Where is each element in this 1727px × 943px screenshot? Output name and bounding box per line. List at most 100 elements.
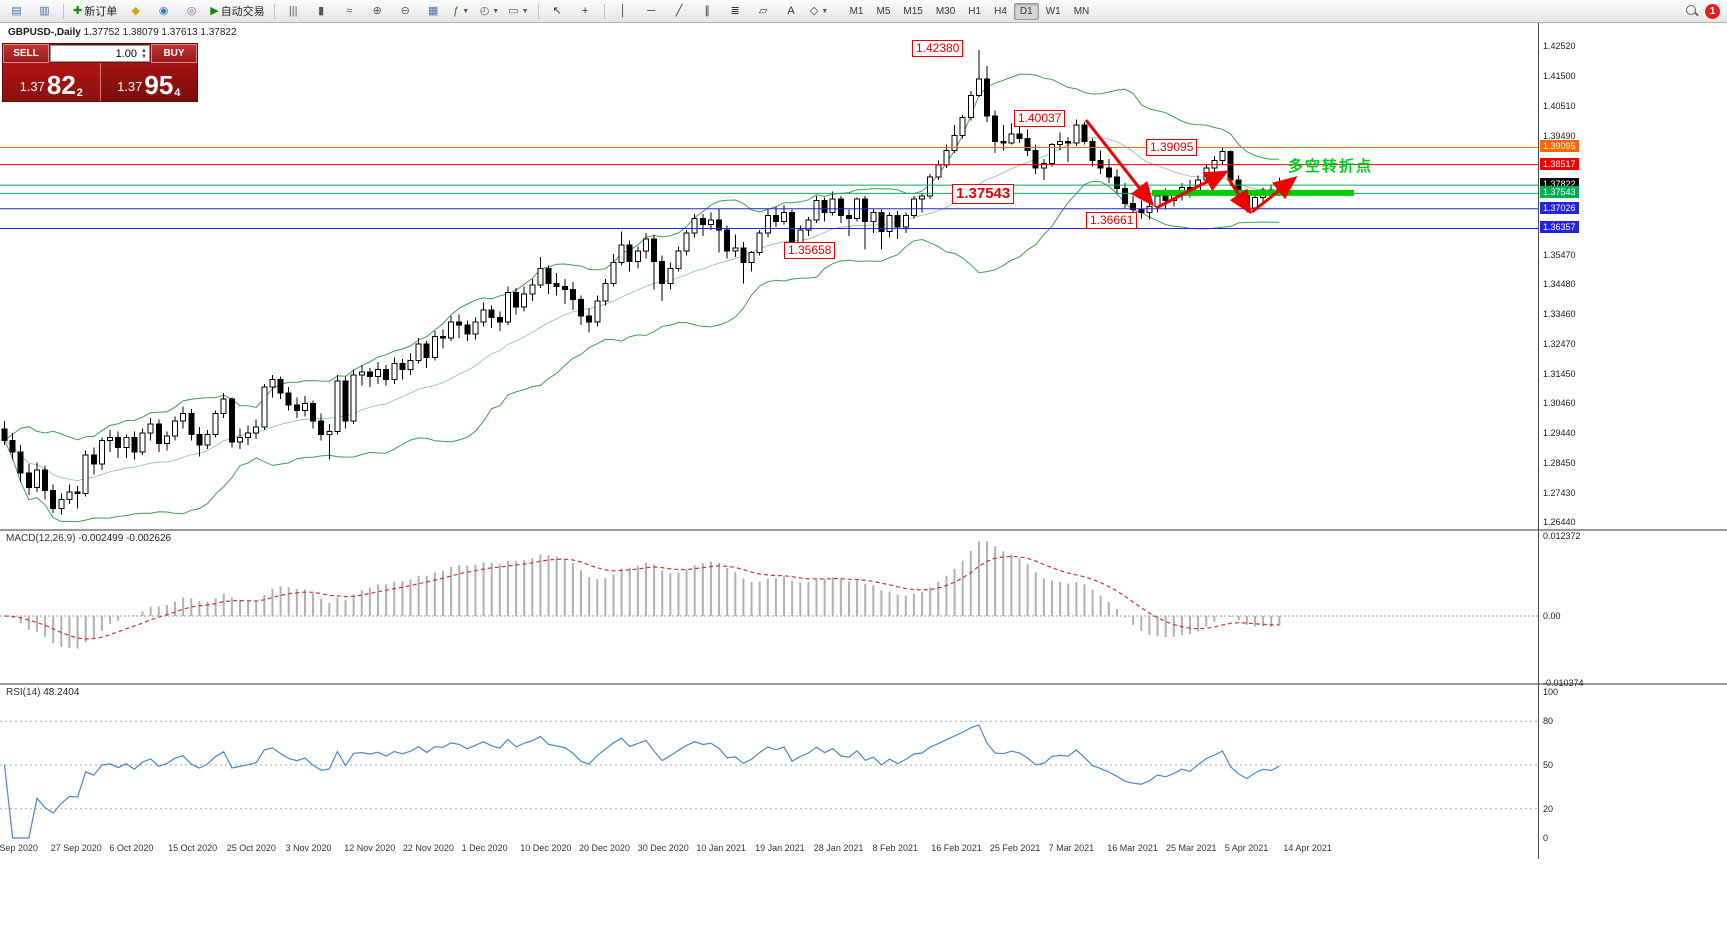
templates-button[interactable]: ▭ ▼ xyxy=(504,1,532,22)
price-level-label: 1.36357 xyxy=(1540,221,1579,234)
trendline-button[interactable]: ╱ xyxy=(666,1,693,22)
symbol-ohlc: 1.37752 1.38079 1.37613 1.37822 xyxy=(83,27,237,38)
chart-profiles-button[interactable]: ▥ xyxy=(31,1,58,22)
price-tick: 1.34480 xyxy=(1543,279,1576,290)
date-label: 7 Sep 2020 xyxy=(0,843,39,853)
timeframe-h4-button[interactable]: H4 xyxy=(994,5,1007,17)
navigator-icon: ◎ xyxy=(186,4,197,17)
autotrading-button[interactable]: ▶ 自动交易 xyxy=(206,1,268,22)
horizontal-lines[interactable] xyxy=(0,146,1538,229)
date-label: 10 Dec 2020 xyxy=(520,843,572,853)
price-annotation[interactable]: 1.35658 xyxy=(784,242,836,259)
sell-button[interactable]: SELL xyxy=(3,44,49,63)
buy-price-pips: 95 xyxy=(144,70,174,100)
toolbar-right: 1 xyxy=(1685,3,1724,19)
candles[interactable] xyxy=(1,50,1283,515)
new-chart-button[interactable]: ▤ xyxy=(3,1,30,22)
bollinger-bands xyxy=(4,73,1280,523)
symbol-header: GBPUSD-,Daily 1.37752 1.38079 1.37613 1.… xyxy=(8,27,237,38)
date-label: 25 Oct 2020 xyxy=(226,843,276,853)
timeframe-w1-button[interactable]: W1 xyxy=(1045,5,1061,17)
price-tick: 1.41500 xyxy=(1543,71,1576,82)
price-annotation[interactable]: 1.42380 xyxy=(912,40,964,57)
stepper-up-icon[interactable]: ▲ xyxy=(141,47,147,54)
price-level-label: 1.37543 xyxy=(1540,186,1579,199)
bar-chart-button[interactable]: ||| xyxy=(280,1,307,22)
rsi-pane[interactable] xyxy=(0,720,1538,839)
date-label: 27 Sep 2020 xyxy=(50,843,102,853)
navigator-button[interactable]: ◎ xyxy=(178,1,205,22)
panel-separator-rsi[interactable] xyxy=(0,683,1727,685)
price-annotation[interactable]: 1.36661 xyxy=(1086,212,1138,229)
trend-arrows[interactable] xyxy=(1084,119,1298,215)
metaeditor-icon: ◆ xyxy=(131,4,140,17)
sell-price[interactable]: 1.37 82 2 xyxy=(3,63,101,101)
indicators-button[interactable]: ƒ ▼ xyxy=(448,1,475,22)
rsi-axis-label: 0 xyxy=(1543,833,1549,843)
stepper-down-icon[interactable]: ▼ xyxy=(141,53,147,60)
horizontal-line-button[interactable]: ─ xyxy=(638,1,665,22)
cursor-button[interactable]: ↖ xyxy=(544,1,571,22)
equidistant-channel-button[interactable]: ∥ xyxy=(694,1,721,22)
price-tick: 1.42520 xyxy=(1543,41,1576,52)
buy-price-sup: 4 xyxy=(174,87,181,99)
shapes-button[interactable]: ▱ xyxy=(750,1,777,22)
toolbar-separator xyxy=(63,3,64,19)
text-label-button[interactable]: A xyxy=(778,1,805,22)
tile-windows-button[interactable]: ▦ xyxy=(420,1,447,22)
price-tick: 1.28450 xyxy=(1543,457,1576,468)
fibonacci-button[interactable]: ≣ xyxy=(722,1,749,22)
autotrading-label: 自动交易 xyxy=(220,6,265,18)
market-watch-button[interactable]: ◉ xyxy=(150,1,177,22)
price-tick: 1.30460 xyxy=(1543,398,1576,409)
line-chart-button[interactable]: ≈ xyxy=(336,1,363,22)
timeframe-m30-button[interactable]: M30 xyxy=(935,5,956,17)
note-text[interactable]: 多空转折点 xyxy=(1288,158,1374,175)
price-tick: 1.29440 xyxy=(1543,428,1576,439)
price-tick: 1.27430 xyxy=(1543,487,1576,498)
fibonacci-icon: ≣ xyxy=(730,4,740,17)
macd-pane[interactable] xyxy=(0,541,1538,649)
search-icon[interactable] xyxy=(1685,4,1699,18)
rsi-value: 48.2404 xyxy=(43,687,80,698)
timeframe-m15-button[interactable]: M15 xyxy=(903,5,923,17)
vertical-line-button[interactable]: │ xyxy=(610,1,637,22)
metaeditor-button[interactable]: ◆ xyxy=(122,1,149,22)
timeframe-m1-button[interactable]: M1 xyxy=(849,5,864,17)
zoom-out-button[interactable]: ⊖ xyxy=(392,1,419,22)
arrow-tools-button[interactable]: ◇ ▼ xyxy=(806,1,833,22)
price-annotation[interactable]: 1.39095 xyxy=(1146,139,1198,156)
chevron-down-icon: ▼ xyxy=(521,7,529,15)
date-label: 20 Dec 2020 xyxy=(579,843,631,853)
buy-price[interactable]: 1.37 95 4 xyxy=(100,63,197,101)
new-order-button[interactable]: ✚ 新订单 xyxy=(69,1,121,22)
macd-axis-label: 0.00 xyxy=(1543,611,1561,621)
price-annotation[interactable]: 1.37543 xyxy=(952,184,1015,204)
price-level-label: 1.37026 xyxy=(1540,201,1579,214)
date-label: 16 Feb 2021 xyxy=(931,843,982,853)
periods-button[interactable]: ◴ ▼ xyxy=(476,1,504,22)
panel-separator-macd[interactable] xyxy=(0,529,1727,531)
zoom-in-button[interactable]: ⊕ xyxy=(364,1,391,22)
toolbar-separator xyxy=(273,3,275,19)
timeframe-h1-button[interactable]: H1 xyxy=(968,5,982,17)
lot-stepper[interactable]: ▲ ▼ xyxy=(139,48,149,60)
price-annotation[interactable]: 1.40037 xyxy=(1014,110,1066,127)
timeframe-d1-button[interactable]: D1 xyxy=(1013,2,1039,20)
timeframe-mn-button[interactable]: MN xyxy=(1073,5,1090,17)
notification-badge[interactable]: 1 xyxy=(1705,3,1720,19)
candlestick-chart-button[interactable]: ▮ xyxy=(308,1,335,22)
date-label: 5 Apr 2021 xyxy=(1224,843,1269,853)
price-axis-border xyxy=(1538,23,1539,859)
cursor-icon: ↖ xyxy=(552,4,562,17)
lot-size-input[interactable] xyxy=(51,46,140,61)
macd-axis-label: -0.010374 xyxy=(1543,678,1584,689)
timeframe-m5-button[interactable]: M5 xyxy=(876,5,891,17)
equidistant-channel-icon: ∥ xyxy=(704,4,710,17)
crosshair-button[interactable]: + xyxy=(572,1,599,22)
text-label-icon: A xyxy=(787,4,795,17)
buy-button[interactable]: BUY xyxy=(151,44,197,63)
macd-label: MACD(12,26,9) -0.002499 -0.002626 xyxy=(6,533,172,544)
